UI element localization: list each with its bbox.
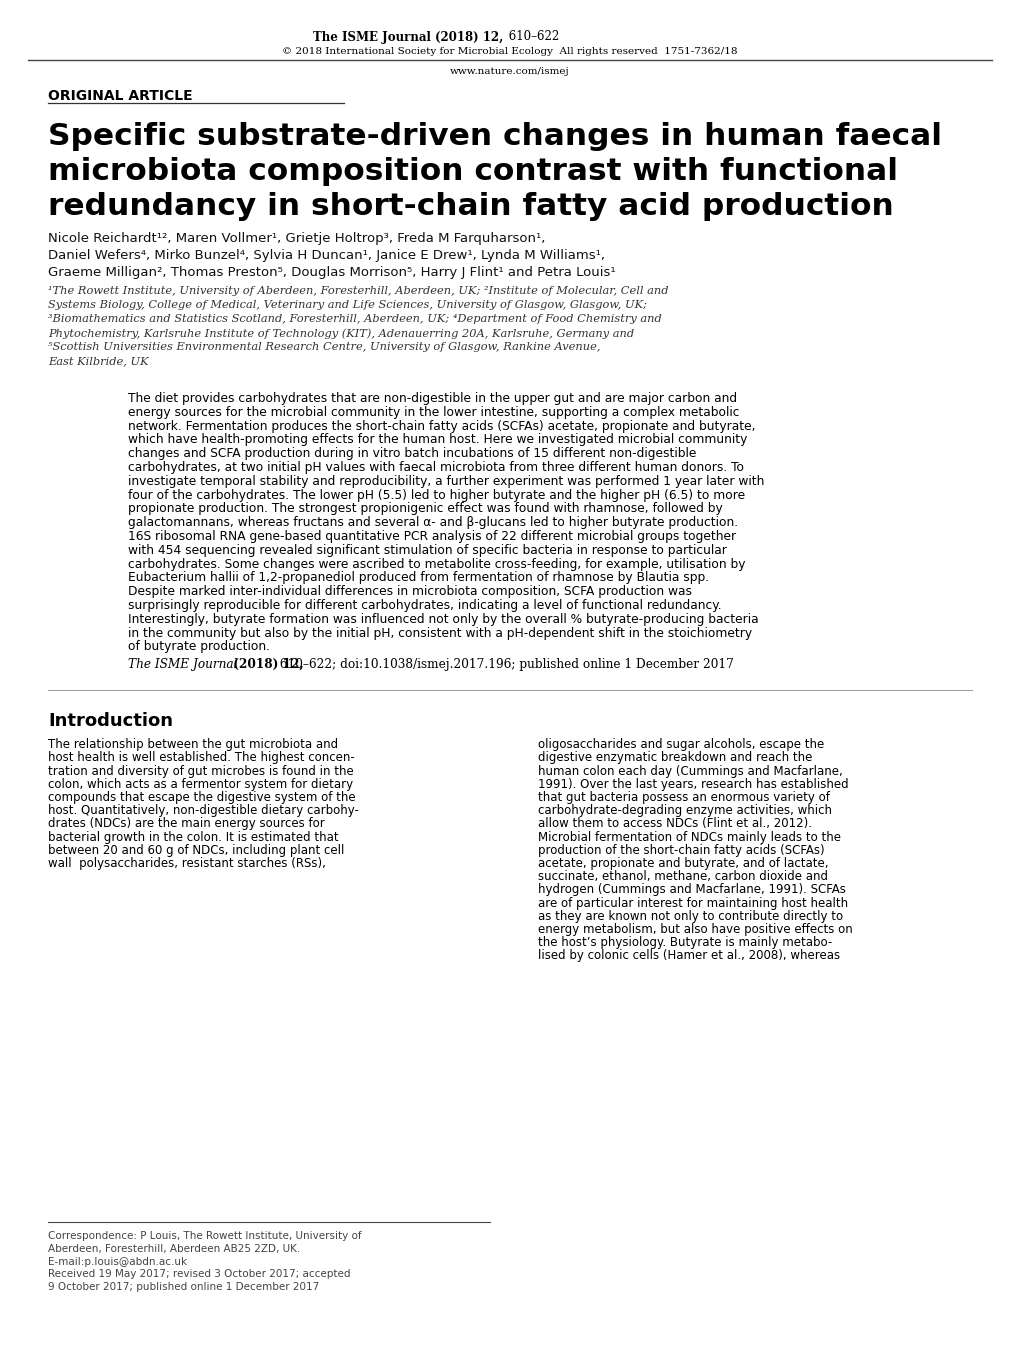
Text: of butyrate production.: of butyrate production. [127,641,270,653]
Text: colon, which acts as a fermentor system for dietary: colon, which acts as a fermentor system … [48,778,353,791]
Text: carbohydrates, at two initial pH values with faecal microbiota from three differ: carbohydrates, at two initial pH values … [127,461,743,474]
Text: Aberdeen, Foresterhill, Aberdeen AB25 2ZD, UK.: Aberdeen, Foresterhill, Aberdeen AB25 2Z… [48,1244,300,1253]
Text: compounds that escape the digestive system of the: compounds that escape the digestive syst… [48,791,356,804]
Text: host. Quantitatively, non-digestible dietary carbohy-: host. Quantitatively, non-digestible die… [48,805,359,817]
Text: Phytochemistry, Karlsruhe Institute of Technology (KIT), Adenauerring 20A, Karls: Phytochemistry, Karlsruhe Institute of T… [48,328,634,339]
Text: Despite marked inter-individual differences in microbiota composition, SCFA prod: Despite marked inter-individual differen… [127,585,691,598]
Text: four of the carbohydrates. The lower pH (5.5) led to higher butyrate and the hig: four of the carbohydrates. The lower pH … [127,489,745,501]
Text: between 20 and 60 g of NDCs, including plant cell: between 20 and 60 g of NDCs, including p… [48,844,344,856]
Text: network. Fermentation produces the short-chain fatty acids (SCFAs) acetate, prop: network. Fermentation produces the short… [127,420,755,432]
Text: succinate, ethanol, methane, carbon dioxide and: succinate, ethanol, methane, carbon diox… [537,870,827,883]
Text: acetate, propionate and butyrate, and of lactate,: acetate, propionate and butyrate, and of… [537,856,827,870]
Text: in the community but also by the initial pH, consistent with a pH-dependent shif: in the community but also by the initial… [127,626,751,640]
Text: wall  polysaccharides, resistant starches (RSs),: wall polysaccharides, resistant starches… [48,856,325,870]
Text: drates (NDCs) are the main energy sources for: drates (NDCs) are the main energy source… [48,817,324,831]
Text: © 2018 International Society for Microbial Ecology  All rights reserved  1751-73: © 2018 International Society for Microbi… [282,46,737,56]
Text: hydrogen (Cummings and Macfarlane, 1991). SCFAs: hydrogen (Cummings and Macfarlane, 1991)… [537,883,845,897]
Text: human colon each day (Cummings and Macfarlane,: human colon each day (Cummings and Macfa… [537,764,842,778]
Text: propionate production. The strongest propionigenic effect was found with rhamnos: propionate production. The strongest pro… [127,503,722,515]
Text: with 454 sequencing revealed significant stimulation of specific bacteria in res: with 454 sequencing revealed significant… [127,543,727,557]
Text: The relationship between the gut microbiota and: The relationship between the gut microbi… [48,738,337,751]
Text: surprisingly reproducible for different carbohydrates, indicating a level of fun: surprisingly reproducible for different … [127,599,720,612]
Text: The ISME Journal (2018) 12,: The ISME Journal (2018) 12, [313,31,502,43]
Text: changes and SCFA production during in vitro batch incubations of 15 different no: changes and SCFA production during in vi… [127,447,696,461]
Text: energy metabolism, but also have positive effects on: energy metabolism, but also have positiv… [537,923,852,936]
Text: Introduction: Introduction [48,713,173,730]
Text: Eubacterium hallii of 1,2-propanediol produced from fermentation of rhamnose by : Eubacterium hallii of 1,2-propanediol pr… [127,572,708,584]
Text: energy sources for the microbial community in the lower intestine, supporting a : energy sources for the microbial communi… [127,405,739,419]
Text: 610–622: 610–622 [504,31,558,43]
Text: ⁵Scottish Universities Environmental Research Centre, University of Glasgow, Ran: ⁵Scottish Universities Environmental Res… [48,341,600,352]
Text: galactomannans, whereas fructans and several α- and β-glucans led to higher buty: galactomannans, whereas fructans and sev… [127,516,738,530]
Text: Correspondence: P Louis, The Rowett Institute, University of: Correspondence: P Louis, The Rowett Inst… [48,1230,362,1241]
Text: production of the short-chain fatty acids (SCFAs): production of the short-chain fatty acid… [537,844,823,856]
Text: Systems Biology, College of Medical, Veterinary and Life Sciences, University of: Systems Biology, College of Medical, Vet… [48,299,646,310]
Text: (2018) 12,: (2018) 12, [229,659,304,671]
Text: East Kilbride, UK: East Kilbride, UK [48,356,149,366]
Text: allow them to access NDCs (Flint et al., 2012).: allow them to access NDCs (Flint et al.,… [537,817,811,831]
Text: Received 19 May 2017; revised 3 October 2017; accepted: Received 19 May 2017; revised 3 October … [48,1270,351,1279]
Text: Nicole Reichardt¹², Maren Vollmer¹, Grietje Holtrop³, Freda M Farquharson¹,: Nicole Reichardt¹², Maren Vollmer¹, Grie… [48,232,545,245]
Text: are of particular interest for maintaining host health: are of particular interest for maintaini… [537,897,847,909]
Text: 16S ribosomal RNA gene-based quantitative PCR analysis of 22 different microbial: 16S ribosomal RNA gene-based quantitativ… [127,530,736,543]
Text: www.nature.com/ismej: www.nature.com/ismej [449,68,570,76]
Text: bacterial growth in the colon. It is estimated that: bacterial growth in the colon. It is est… [48,831,338,844]
Text: tration and diversity of gut microbes is found in the: tration and diversity of gut microbes is… [48,764,354,778]
Text: ³Biomathematics and Statistics Scotland, Foresterhill, Aberdeen, UK; ⁴Department: ³Biomathematics and Statistics Scotland,… [48,314,661,324]
Text: microbiota composition contrast with functional: microbiota composition contrast with fun… [48,157,897,186]
Text: which have health-promoting effects for the human host. Here we investigated mic: which have health-promoting effects for … [127,434,747,446]
Text: investigate temporal stability and reproducibility, a further experiment was per: investigate temporal stability and repro… [127,474,763,488]
Text: redundancy in short-chain fatty acid production: redundancy in short-chain fatty acid pro… [48,192,893,221]
Text: as they are known not only to contribute directly to: as they are known not only to contribute… [537,909,843,923]
Text: digestive enzymatic breakdown and reach the: digestive enzymatic breakdown and reach … [537,752,811,764]
Text: the host’s physiology. Butyrate is mainly metabo-: the host’s physiology. Butyrate is mainl… [537,936,832,950]
Text: The diet provides carbohydrates that are non-digestible in the upper gut and are: The diet provides carbohydrates that are… [127,392,737,405]
Text: 610–622; doi:10.1038/ismej.2017.196; published online 1 December 2017: 610–622; doi:10.1038/ismej.2017.196; pub… [276,659,733,671]
Text: ORIGINAL ARTICLE: ORIGINAL ARTICLE [48,89,193,103]
Text: carbohydrate-degrading enzyme activities, which: carbohydrate-degrading enzyme activities… [537,805,832,817]
Text: Interestingly, butyrate formation was influenced not only by the overall % butyr: Interestingly, butyrate formation was in… [127,612,758,626]
Text: Graeme Milligan², Thomas Preston⁵, Douglas Morrison⁵, Harry J Flint¹ and Petra L: Graeme Milligan², Thomas Preston⁵, Dougl… [48,266,615,279]
Text: host health is well established. The highest concen-: host health is well established. The hig… [48,752,355,764]
Text: The ISME Journal: The ISME Journal [127,659,237,671]
Text: ¹The Rowett Institute, University of Aberdeen, Foresterhill, Aberdeen, UK; ²Inst: ¹The Rowett Institute, University of Abe… [48,286,667,295]
Text: 9 October 2017; published online 1 December 2017: 9 October 2017; published online 1 Decem… [48,1282,319,1293]
Text: 1991). Over the last years, research has established: 1991). Over the last years, research has… [537,778,848,791]
Text: oligosaccharides and sugar alcohols, escape the: oligosaccharides and sugar alcohols, esc… [537,738,823,751]
Text: lised by colonic cells (Hamer et al., 2008), whereas: lised by colonic cells (Hamer et al., 20… [537,950,840,962]
Text: E-mail:p.louis@abdn.ac.uk: E-mail:p.louis@abdn.ac.uk [48,1256,186,1267]
Text: Microbial fermentation of NDCs mainly leads to the: Microbial fermentation of NDCs mainly le… [537,831,841,844]
Text: Specific substrate-driven changes in human faecal: Specific substrate-driven changes in hum… [48,122,942,150]
Text: carbohydrates. Some changes were ascribed to metabolite cross-feeding, for examp: carbohydrates. Some changes were ascribe… [127,558,745,570]
Text: Daniel Wefers⁴, Mirko Bunzel⁴, Sylvia H Duncan¹, Janice E Drew¹, Lynda M William: Daniel Wefers⁴, Mirko Bunzel⁴, Sylvia H … [48,249,604,262]
Text: that gut bacteria possess an enormous variety of: that gut bacteria possess an enormous va… [537,791,829,804]
